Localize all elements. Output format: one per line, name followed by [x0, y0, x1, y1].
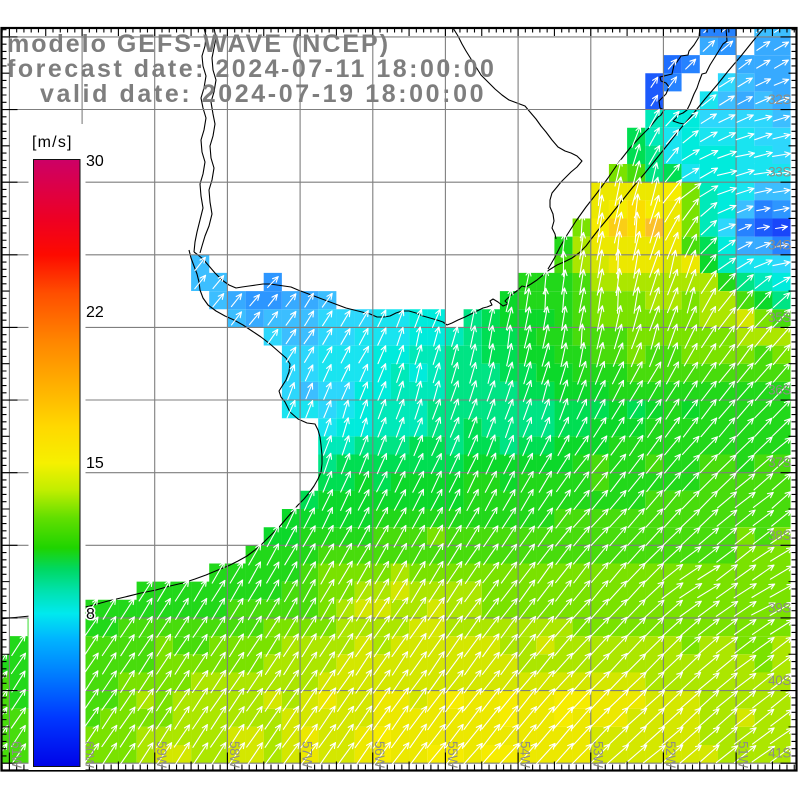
- svg-text:forecast date: 2024-07-11 18:0: forecast date: 2024-07-11 18:00:00: [7, 55, 496, 83]
- svg-text:53W: 53W: [590, 741, 605, 768]
- svg-text:54W: 54W: [518, 741, 533, 768]
- svg-text:valid date: 2024-07-19 18:00:0: valid date: 2024-07-19 18:00:00: [40, 80, 486, 108]
- svg-text:58W: 58W: [227, 741, 242, 768]
- svg-text:56W: 56W: [372, 741, 387, 768]
- svg-text:61W: 61W: [9, 741, 24, 768]
- svg-text:34S: 34S: [768, 237, 791, 252]
- svg-text:37S: 37S: [768, 455, 791, 470]
- svg-text:36S: 36S: [768, 383, 791, 398]
- svg-text:59W: 59W: [154, 741, 169, 768]
- svg-text:15: 15: [86, 455, 104, 472]
- svg-text:[m/s]: [m/s]: [32, 134, 73, 151]
- svg-text:38S: 38S: [768, 528, 791, 543]
- svg-text:57W: 57W: [300, 741, 315, 768]
- svg-text:40S: 40S: [768, 673, 791, 688]
- svg-text:8: 8: [86, 606, 95, 623]
- svg-text:22: 22: [86, 304, 104, 321]
- svg-text:55W: 55W: [445, 741, 460, 768]
- svg-text:39S: 39S: [768, 600, 791, 615]
- svg-text:32S: 32S: [768, 92, 791, 107]
- svg-text:51W: 51W: [736, 741, 751, 768]
- svg-text:modelo GEFS-WAVE (NCEP): modelo GEFS-WAVE (NCEP): [7, 30, 390, 58]
- svg-text:33S: 33S: [768, 165, 791, 180]
- svg-text:52W: 52W: [663, 741, 678, 768]
- svg-text:35S: 35S: [768, 310, 791, 325]
- svg-text:30: 30: [86, 153, 104, 170]
- svg-text:41S: 41S: [768, 746, 791, 761]
